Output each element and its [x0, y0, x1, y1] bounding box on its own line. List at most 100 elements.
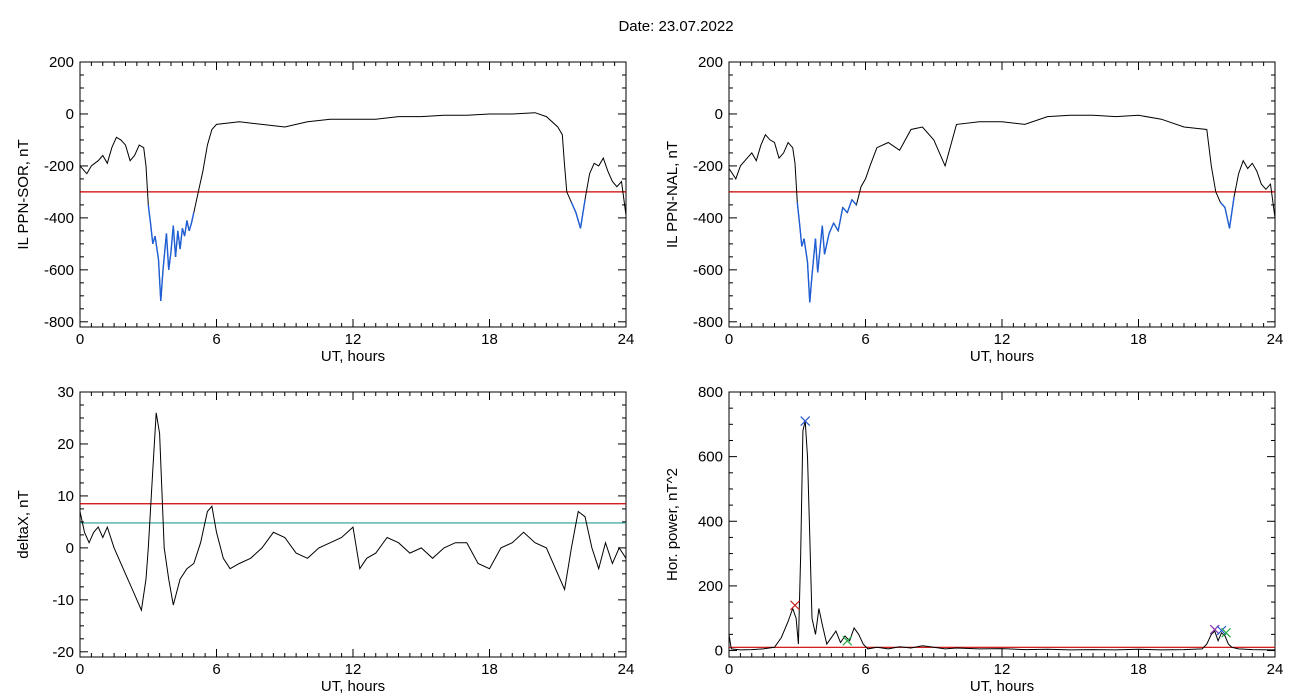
chart-ppn-nal: 0 6 12 18 24 -800 -600 -400 -200 0 200 UT, hours IL … [664, 54, 1283, 365]
y-tick-label: 30 [57, 384, 74, 401]
y-tick-label: 200 [698, 54, 723, 71]
x-axis-label: UT, hours [321, 348, 385, 365]
y-tick-label: -600 [44, 262, 74, 279]
series-line [729, 420, 1275, 651]
y-tick-label: -800 [44, 314, 74, 331]
x-tick-label: 18 [1130, 661, 1147, 678]
x-tick-label: 0 [76, 661, 84, 678]
highlight-segment [160, 269, 164, 302]
x-tick-label: 12 [345, 661, 362, 678]
x-tick-label: 6 [212, 331, 220, 348]
y-tick-label: -10 [52, 592, 74, 609]
x-axis-label: UT, hours [970, 678, 1034, 695]
x-tick-label: 6 [861, 331, 869, 348]
y-tick-label: -200 [44, 158, 74, 175]
chart-deltax: 0 6 12 18 24 -20 -10 0 10 20 30 UT, hours deltaX, nT [15, 384, 634, 695]
peak-marker [800, 416, 811, 427]
x-tick-label: 12 [994, 331, 1011, 348]
peak-marker [842, 635, 853, 646]
highlight-segment [174, 230, 179, 257]
highlight-segment [851, 199, 857, 206]
series-line [729, 114, 1275, 303]
series-line [80, 112, 626, 302]
highlight-segment [149, 223, 154, 244]
y-tick-label: 400 [698, 513, 723, 530]
y-tick-label: -400 [44, 210, 74, 227]
highlight-segment [798, 223, 803, 247]
y-tick-label: -800 [693, 314, 723, 331]
highlight-segment [147, 204, 152, 224]
highlight-segment [177, 230, 181, 250]
highlight-segment [579, 199, 586, 229]
highlight-segment [1224, 207, 1231, 229]
x-tick-label: 0 [725, 661, 733, 678]
highlight-segment [809, 274, 813, 303]
x-tick-label: 0 [76, 331, 84, 348]
x-tick-label: 12 [345, 331, 362, 348]
highlight-segment [157, 259, 162, 302]
x-tick-label: 18 [1130, 331, 1147, 348]
highlight-segment [837, 207, 844, 232]
x-tick-label: 18 [481, 331, 498, 348]
highlight-segment [811, 238, 817, 276]
y-tick-label: 800 [698, 384, 723, 401]
y-tick-label: 0 [715, 106, 723, 123]
y-tick-label: 0 [66, 540, 74, 557]
peak-marker-stroke [1216, 625, 1227, 636]
y-tick-label: -600 [693, 262, 723, 279]
y-axis-label: IL PPN-SOR, nT [15, 139, 32, 249]
highlight-segment [154, 235, 160, 260]
plot-frame [728, 391, 1276, 658]
plot-frame [79, 391, 627, 658]
chart-ppn-sor: 0 6 12 18 24 -800 -600 -400 -200 0 200 UT, hours IL … [15, 54, 634, 365]
x-tick-label: 6 [212, 661, 220, 678]
highlight-segment [575, 212, 582, 229]
highlight-segment [1219, 201, 1226, 208]
peak-marker-stroke [790, 600, 800, 611]
y-tick-label: 0 [715, 643, 723, 660]
x-axis-label: UT, hours [321, 678, 385, 695]
highlight-segment [190, 212, 195, 224]
highlight-segment [162, 233, 168, 270]
x-axis-label: UT, hours [970, 348, 1034, 365]
x-tick-label: 0 [725, 331, 733, 348]
x-tick-label: 12 [994, 661, 1011, 678]
peak-marker-stroke [842, 635, 853, 646]
page-title: Date: 23.07.2022 [618, 18, 734, 35]
highlight-segment [803, 238, 809, 263]
highlight-segment [183, 220, 188, 237]
highlight-segment [168, 251, 172, 270]
y-axis-label: deltaX, nT [15, 490, 32, 558]
y-tick-label: 10 [57, 488, 74, 505]
highlight-segment [172, 225, 177, 257]
x-tick-label: 18 [481, 661, 498, 678]
x-tick-label: 24 [618, 331, 635, 348]
y-tick-label: 200 [49, 54, 74, 71]
highlight-segment [796, 202, 801, 224]
highlight-segment [842, 207, 848, 214]
y-tick-label: -400 [693, 210, 723, 227]
peak-marker [790, 600, 800, 611]
highlight-segment [823, 233, 830, 255]
x-tick-label: 24 [618, 661, 635, 678]
x-tick-label: 24 [1267, 331, 1284, 348]
peak-marker-stroke [1221, 627, 1232, 638]
peak-marker [1221, 627, 1232, 638]
y-tick-label: 600 [698, 449, 723, 466]
chart-hor-power: 0 6 12 18 24 0 200 400 600 800 UT, hours Hor. power… [664, 384, 1283, 695]
x-tick-label: 24 [1267, 661, 1284, 678]
x-tick-label: 6 [861, 661, 869, 678]
highlight-segment [188, 222, 193, 232]
highlight-segment [570, 202, 577, 213]
highlight-segment [186, 220, 190, 232]
highlight-segment [179, 228, 184, 250]
highlight-segment [846, 199, 853, 213]
highlight-segment [1228, 196, 1235, 229]
series-line [80, 412, 626, 613]
peak-marker-stroke [800, 416, 811, 427]
y-axis-label: Hor. power, nT^2 [664, 468, 681, 581]
y-tick-label: 20 [57, 436, 74, 453]
highlight-segment [814, 238, 819, 273]
y-axis-label: IL PPN-NAL, nT [664, 141, 681, 248]
